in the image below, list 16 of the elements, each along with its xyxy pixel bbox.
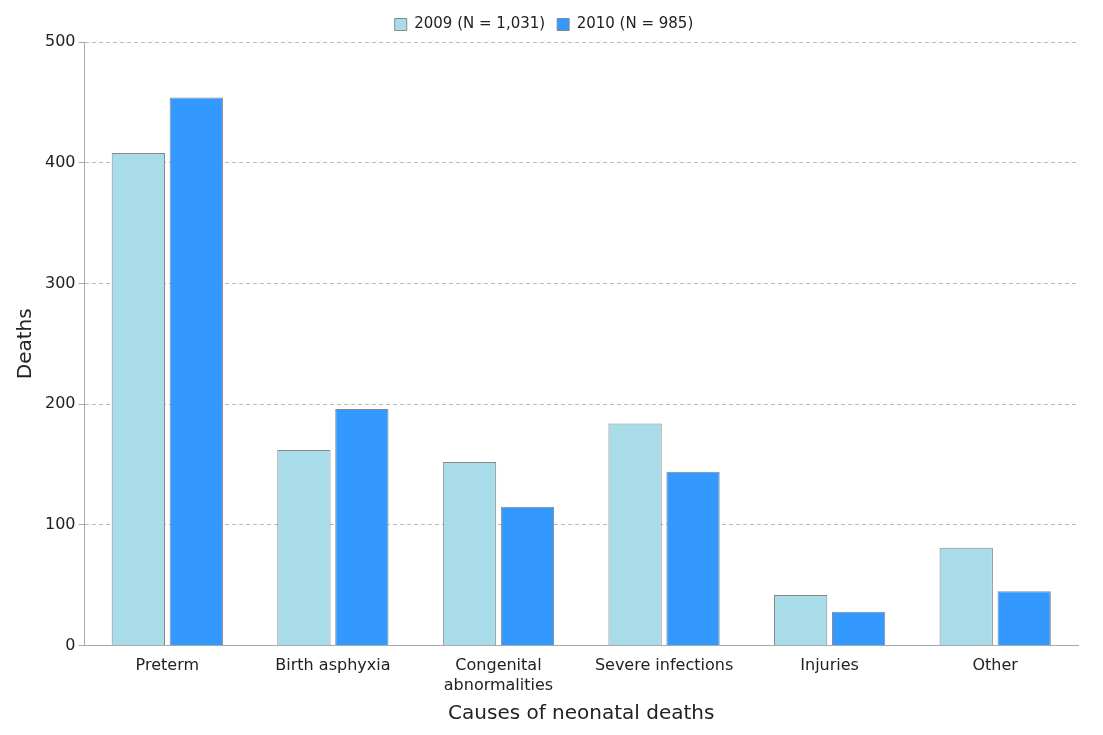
y-tick-label: 100 <box>44 514 76 534</box>
legend-label: 2010 (N = 985) <box>576 14 694 33</box>
x-tick-label: Injuries <box>800 655 859 675</box>
x-tick-label: Other <box>972 655 1019 675</box>
y-tick-label: 400 <box>44 151 76 171</box>
y-tick-label: 300 <box>44 272 76 292</box>
y-tick-label: 0 <box>65 634 76 654</box>
x-axis-title: Causes of neonatal deaths <box>448 700 715 725</box>
x-tick-label: Birth asphyxia <box>275 655 391 675</box>
y-axis-title: Deaths <box>12 308 37 380</box>
y-tick-label: 200 <box>44 393 76 413</box>
legend-label: 2009 (N = 1,031) <box>414 14 546 33</box>
x-tick-label: Congenital abnormalities <box>443 655 554 694</box>
x-tick-label: Preterm <box>135 655 200 675</box>
y-tick-label: 500 <box>44 31 76 51</box>
x-tick-label: Severe infections <box>594 655 734 675</box>
